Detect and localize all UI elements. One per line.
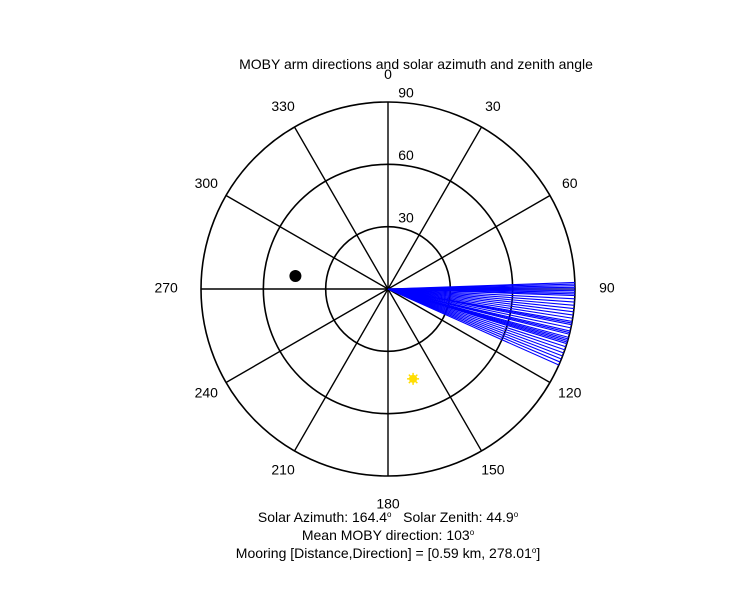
mooring-marker bbox=[289, 269, 302, 282]
radial-tick-label: 30 bbox=[398, 209, 414, 225]
angle-tick-label: 210 bbox=[271, 461, 295, 477]
markers bbox=[289, 269, 420, 385]
angle-tick-label: 120 bbox=[558, 385, 582, 401]
radial-tick-label: 60 bbox=[398, 147, 414, 163]
solar-marker bbox=[407, 372, 420, 385]
arm-direction-line bbox=[387, 288, 560, 366]
solar-marker-core bbox=[409, 374, 418, 383]
degree-symbol: o bbox=[531, 546, 537, 555]
angle-tick-label: 240 bbox=[195, 385, 219, 401]
solar-zenith-label: Solar Zenith: 44.9 bbox=[403, 509, 514, 525]
arm-direction-lines bbox=[387, 281, 575, 366]
degree-symbol: o bbox=[513, 510, 519, 519]
close-bracket: ] bbox=[536, 545, 541, 561]
mean-direction-label: Mean MOBY direction: 103 bbox=[301, 527, 470, 543]
tick-labels: 0 30 60 90 120 150 180 210 240 270 300 330 30 60 90 bbox=[154, 66, 614, 512]
solar-azimuth-label: Solar Azimuth: 164.4 bbox=[257, 509, 388, 525]
mooring-line: Mooring [Distance,Direction] = [0.59 km,… bbox=[0, 545, 750, 561]
angle-tick-label: 270 bbox=[154, 280, 178, 296]
angle-tick-label: 0 bbox=[384, 66, 392, 82]
angle-tick-label: 330 bbox=[271, 98, 295, 114]
mean-direction-line: Mean MOBY direction: 103o bbox=[0, 527, 750, 543]
mooring-label: Mooring [Distance,Direction] = [0.59 km,… bbox=[235, 545, 532, 561]
degree-symbol: o bbox=[387, 510, 392, 519]
radial-tick-label: 90 bbox=[398, 85, 414, 101]
angle-tick-label: 300 bbox=[195, 175, 219, 191]
angle-tick-label: 90 bbox=[599, 280, 615, 296]
chart-title: MOBY arm directions and solar azimuth an… bbox=[239, 56, 593, 72]
angle-tick-label: 150 bbox=[481, 461, 505, 477]
solar-footer-line: Solar Azimuth: 164.4o Solar Zenith: 44.9… bbox=[0, 509, 750, 525]
angle-tick-label: 60 bbox=[562, 175, 578, 191]
degree-symbol: o bbox=[469, 528, 475, 537]
angle-tick-label: 180 bbox=[376, 496, 400, 512]
angle-tick-label: 30 bbox=[485, 98, 501, 114]
